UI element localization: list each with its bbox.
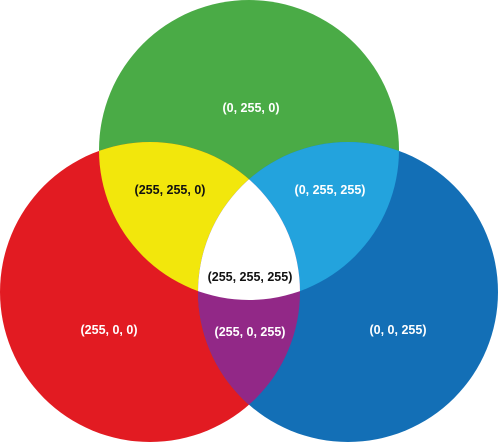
label-red: (255, 0, 0)	[81, 323, 138, 337]
label-red-blue: (255, 0, 255)	[215, 325, 286, 339]
label-all: (255, 255, 255)	[208, 270, 293, 284]
label-blue: (0, 0, 255)	[370, 323, 427, 337]
label-green-blue: (0, 255, 255)	[295, 183, 366, 197]
label-red-green: (255, 255, 0)	[135, 183, 206, 197]
label-green: (0, 255, 0)	[223, 101, 280, 115]
